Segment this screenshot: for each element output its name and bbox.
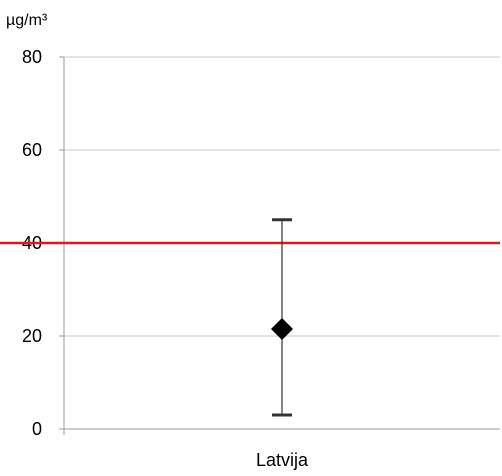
data-marks [271, 218, 293, 417]
axes [59, 56, 500, 435]
x-category-labels: Latvija [256, 450, 309, 470]
y-tick-label-20: 20 [22, 326, 42, 346]
data-point-Latvija [271, 318, 293, 341]
y-unit-label: µg/m³ [6, 12, 48, 29]
x-category-label: Latvija [256, 450, 309, 470]
y-tick-label-0: 0 [32, 419, 42, 439]
y-tick-label-60: 60 [22, 140, 42, 160]
y-tick-label-80: 80 [22, 47, 42, 67]
